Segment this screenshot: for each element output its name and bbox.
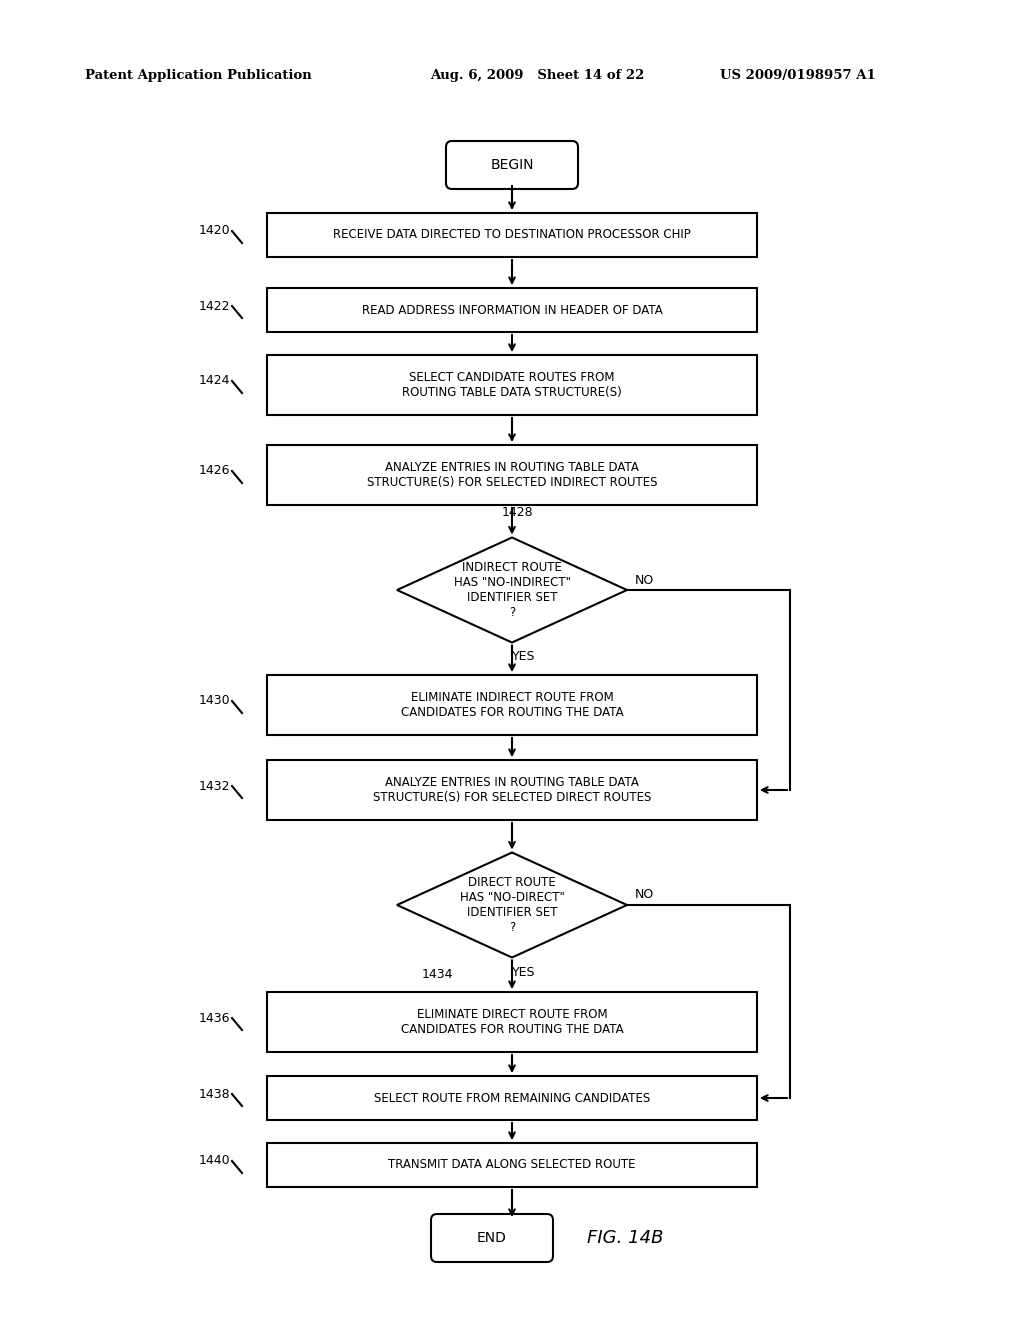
Text: READ ADDRESS INFORMATION IN HEADER OF DATA: READ ADDRESS INFORMATION IN HEADER OF DA… [361,304,663,317]
FancyBboxPatch shape [446,141,578,189]
Text: FIG. 14B: FIG. 14B [587,1229,664,1247]
Text: END: END [477,1232,507,1245]
Text: DIRECT ROUTE
HAS "NO-DIRECT"
IDENTIFIER SET
?: DIRECT ROUTE HAS "NO-DIRECT" IDENTIFIER … [460,876,564,935]
Text: 1428: 1428 [501,507,532,520]
Text: 1422: 1422 [199,300,230,313]
Bar [267,445,757,506]
Text: YES: YES [512,651,536,664]
Text: SELECT CANDIDATE ROUTES FROM
ROUTING TABLE DATA STRUCTURE(S): SELECT CANDIDATE ROUTES FROM ROUTING TAB… [402,371,622,399]
Bar [267,1076,757,1119]
Text: BEGIN: BEGIN [490,158,534,172]
Text: TRANSMIT DATA ALONG SELECTED ROUTE: TRANSMIT DATA ALONG SELECTED ROUTE [388,1159,636,1172]
Text: 1420: 1420 [199,224,230,238]
Text: 1434: 1434 [421,968,453,981]
Text: US 2009/0198957 A1: US 2009/0198957 A1 [720,69,876,82]
Text: 1438: 1438 [199,1088,230,1101]
Bar [267,1143,757,1187]
Text: Patent Application Publication: Patent Application Publication [85,69,311,82]
Text: NO: NO [635,573,654,586]
Text: ANALYZE ENTRIES IN ROUTING TABLE DATA
STRUCTURE(S) FOR SELECTED INDIRECT ROUTES: ANALYZE ENTRIES IN ROUTING TABLE DATA ST… [367,461,657,488]
Text: 1440: 1440 [199,1155,230,1167]
Bar [267,675,757,735]
Text: SELECT ROUTE FROM REMAINING CANDIDATES: SELECT ROUTE FROM REMAINING CANDIDATES [374,1092,650,1105]
Text: 1426: 1426 [199,465,230,478]
Polygon shape [397,853,627,957]
FancyBboxPatch shape [431,1214,553,1262]
Text: 1430: 1430 [199,694,230,708]
Text: Aug. 6, 2009   Sheet 14 of 22: Aug. 6, 2009 Sheet 14 of 22 [430,69,644,82]
Text: 1436: 1436 [199,1011,230,1024]
Bar [267,288,757,333]
Text: RECEIVE DATA DIRECTED TO DESTINATION PROCESSOR CHIP: RECEIVE DATA DIRECTED TO DESTINATION PRO… [333,228,691,242]
Bar [267,760,757,820]
Bar [267,355,757,414]
Text: NO: NO [635,888,654,902]
Text: INDIRECT ROUTE
HAS "NO-INDIRECT"
IDENTIFIER SET
?: INDIRECT ROUTE HAS "NO-INDIRECT" IDENTIF… [454,561,570,619]
Text: ELIMINATE DIRECT ROUTE FROM
CANDIDATES FOR ROUTING THE DATA: ELIMINATE DIRECT ROUTE FROM CANDIDATES F… [400,1008,624,1036]
Polygon shape [397,537,627,643]
Text: YES: YES [512,965,536,978]
Bar [267,993,757,1052]
Text: ANALYZE ENTRIES IN ROUTING TABLE DATA
STRUCTURE(S) FOR SELECTED DIRECT ROUTES: ANALYZE ENTRIES IN ROUTING TABLE DATA ST… [373,776,651,804]
Text: ELIMINATE INDIRECT ROUTE FROM
CANDIDATES FOR ROUTING THE DATA: ELIMINATE INDIRECT ROUTE FROM CANDIDATES… [400,690,624,719]
Text: 1432: 1432 [199,780,230,792]
Text: 1424: 1424 [199,375,230,388]
Bar [267,213,757,257]
